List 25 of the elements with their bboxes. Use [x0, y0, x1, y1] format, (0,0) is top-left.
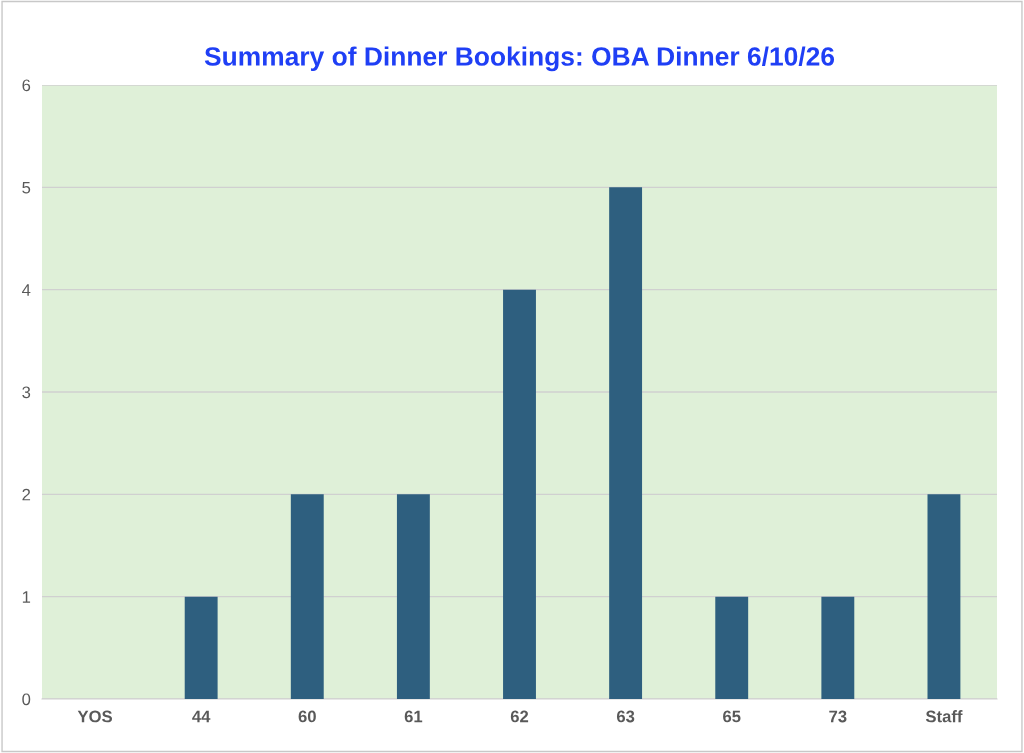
y-tick-label: 1	[22, 591, 31, 603]
chart-title: Summary of Dinner Bookings: OBA Dinner 6/10/26	[204, 46, 835, 72]
bar	[927, 494, 961, 699]
y-tick-label: 2	[22, 488, 31, 501]
bar	[715, 596, 749, 699]
x-tick-label: 61	[404, 710, 423, 723]
x-tick-label: 63	[616, 710, 635, 723]
x-tick-label: Staff	[925, 710, 963, 723]
x-tick-label: 62	[510, 710, 529, 723]
bar	[821, 596, 855, 699]
x-tick-label: 60	[298, 710, 316, 723]
x-tick-label: 73	[829, 710, 847, 723]
x-tick-label: YOS	[77, 710, 112, 723]
y-tick-label: 4	[22, 284, 31, 296]
y-tick-label: 0	[22, 693, 31, 706]
bar	[503, 289, 536, 699]
y-tick-label: 5	[22, 181, 31, 194]
bar	[396, 494, 430, 699]
y-tick-label: 6	[22, 79, 31, 92]
y-tick-label: 3	[22, 386, 31, 399]
bar	[609, 187, 643, 699]
x-tick-label: 44	[192, 710, 211, 723]
bar	[290, 494, 324, 699]
bar	[184, 596, 218, 699]
x-tick-label: 65	[723, 710, 741, 723]
